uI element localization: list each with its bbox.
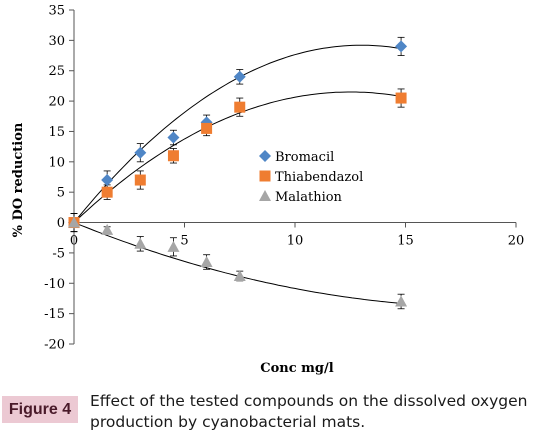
point-bromacil (167, 131, 180, 144)
y-tick-label: 10 (48, 155, 65, 170)
point-malathion (200, 256, 213, 268)
x-axis-label: Conc mg/l (260, 361, 334, 376)
point-malathion (68, 216, 80, 228)
point-malathion (233, 269, 246, 281)
legend-marker-bromacil (259, 150, 271, 162)
x-tick-label: 0 (70, 234, 78, 249)
point-malathion (395, 295, 408, 307)
y-tick-label: 35 (48, 4, 65, 19)
figure-caption: Figure 4 Effect of the tested compounds … (0, 388, 543, 446)
point-thiabendazol (167, 150, 179, 162)
y-tick-label: 20 (48, 95, 65, 110)
legend-label: Bromacil (275, 150, 334, 165)
y-tick-label: 15 (48, 125, 65, 140)
caption-text: Effect of the tested compounds on the di… (90, 392, 528, 431)
point-bromacil (395, 40, 408, 53)
data-points (68, 40, 408, 307)
point-thiabendazol (395, 92, 407, 104)
x-tick-label: 5 (180, 234, 188, 249)
legend-label: Malathion (275, 190, 343, 205)
legend-label: Thiabendazol (275, 170, 363, 185)
legend-marker-malathion (259, 190, 271, 201)
y-tick-label: -10 (44, 277, 65, 292)
point-malathion (134, 237, 147, 249)
y-tick-label: -20 (44, 338, 65, 353)
point-thiabendazol (234, 101, 246, 113)
point-malathion (167, 240, 180, 252)
legend: Bromacil Thiabendazol Malathion (259, 150, 363, 205)
y-axis-label: % DO reduction (11, 122, 26, 237)
point-thiabendazol (134, 174, 146, 186)
y-tick-label: -15 (44, 307, 65, 322)
y-tick-label: 25 (48, 64, 65, 79)
point-thiabendazol (201, 122, 213, 134)
x-tick-label: 20 (508, 234, 525, 249)
figure-label-badge: Figure 4 (2, 396, 78, 423)
trend-curve-thiabendazol (73, 91, 402, 223)
y-tick-label: -5 (52, 246, 65, 261)
legend-marker-thiabendazol (259, 170, 271, 182)
point-bromacil (200, 116, 213, 129)
y-tick-label: 30 (48, 34, 65, 49)
x-tick-label: 10 (287, 234, 304, 249)
point-thiabendazol (101, 186, 113, 198)
point-bromacil (134, 146, 147, 159)
x-tick-label: 15 (397, 234, 414, 249)
trend-curve-bromacil (73, 44, 402, 223)
point-bromacil (101, 174, 114, 187)
y-tick-label: 5 (57, 186, 65, 201)
trend-curve-malathion (73, 222, 402, 304)
point-malathion (101, 223, 114, 235)
y-tick-label: 0 (57, 216, 65, 231)
point-bromacil (233, 70, 246, 83)
chart-axes: -20 -15 -10 -5 0 5 10 15 20 25 30 35 0 5 10 15 20 (44, 4, 524, 353)
chart: -20 -15 -10 -5 0 5 10 15 20 25 30 35 0 5 10 15 20 Bromac… (11, 4, 524, 377)
